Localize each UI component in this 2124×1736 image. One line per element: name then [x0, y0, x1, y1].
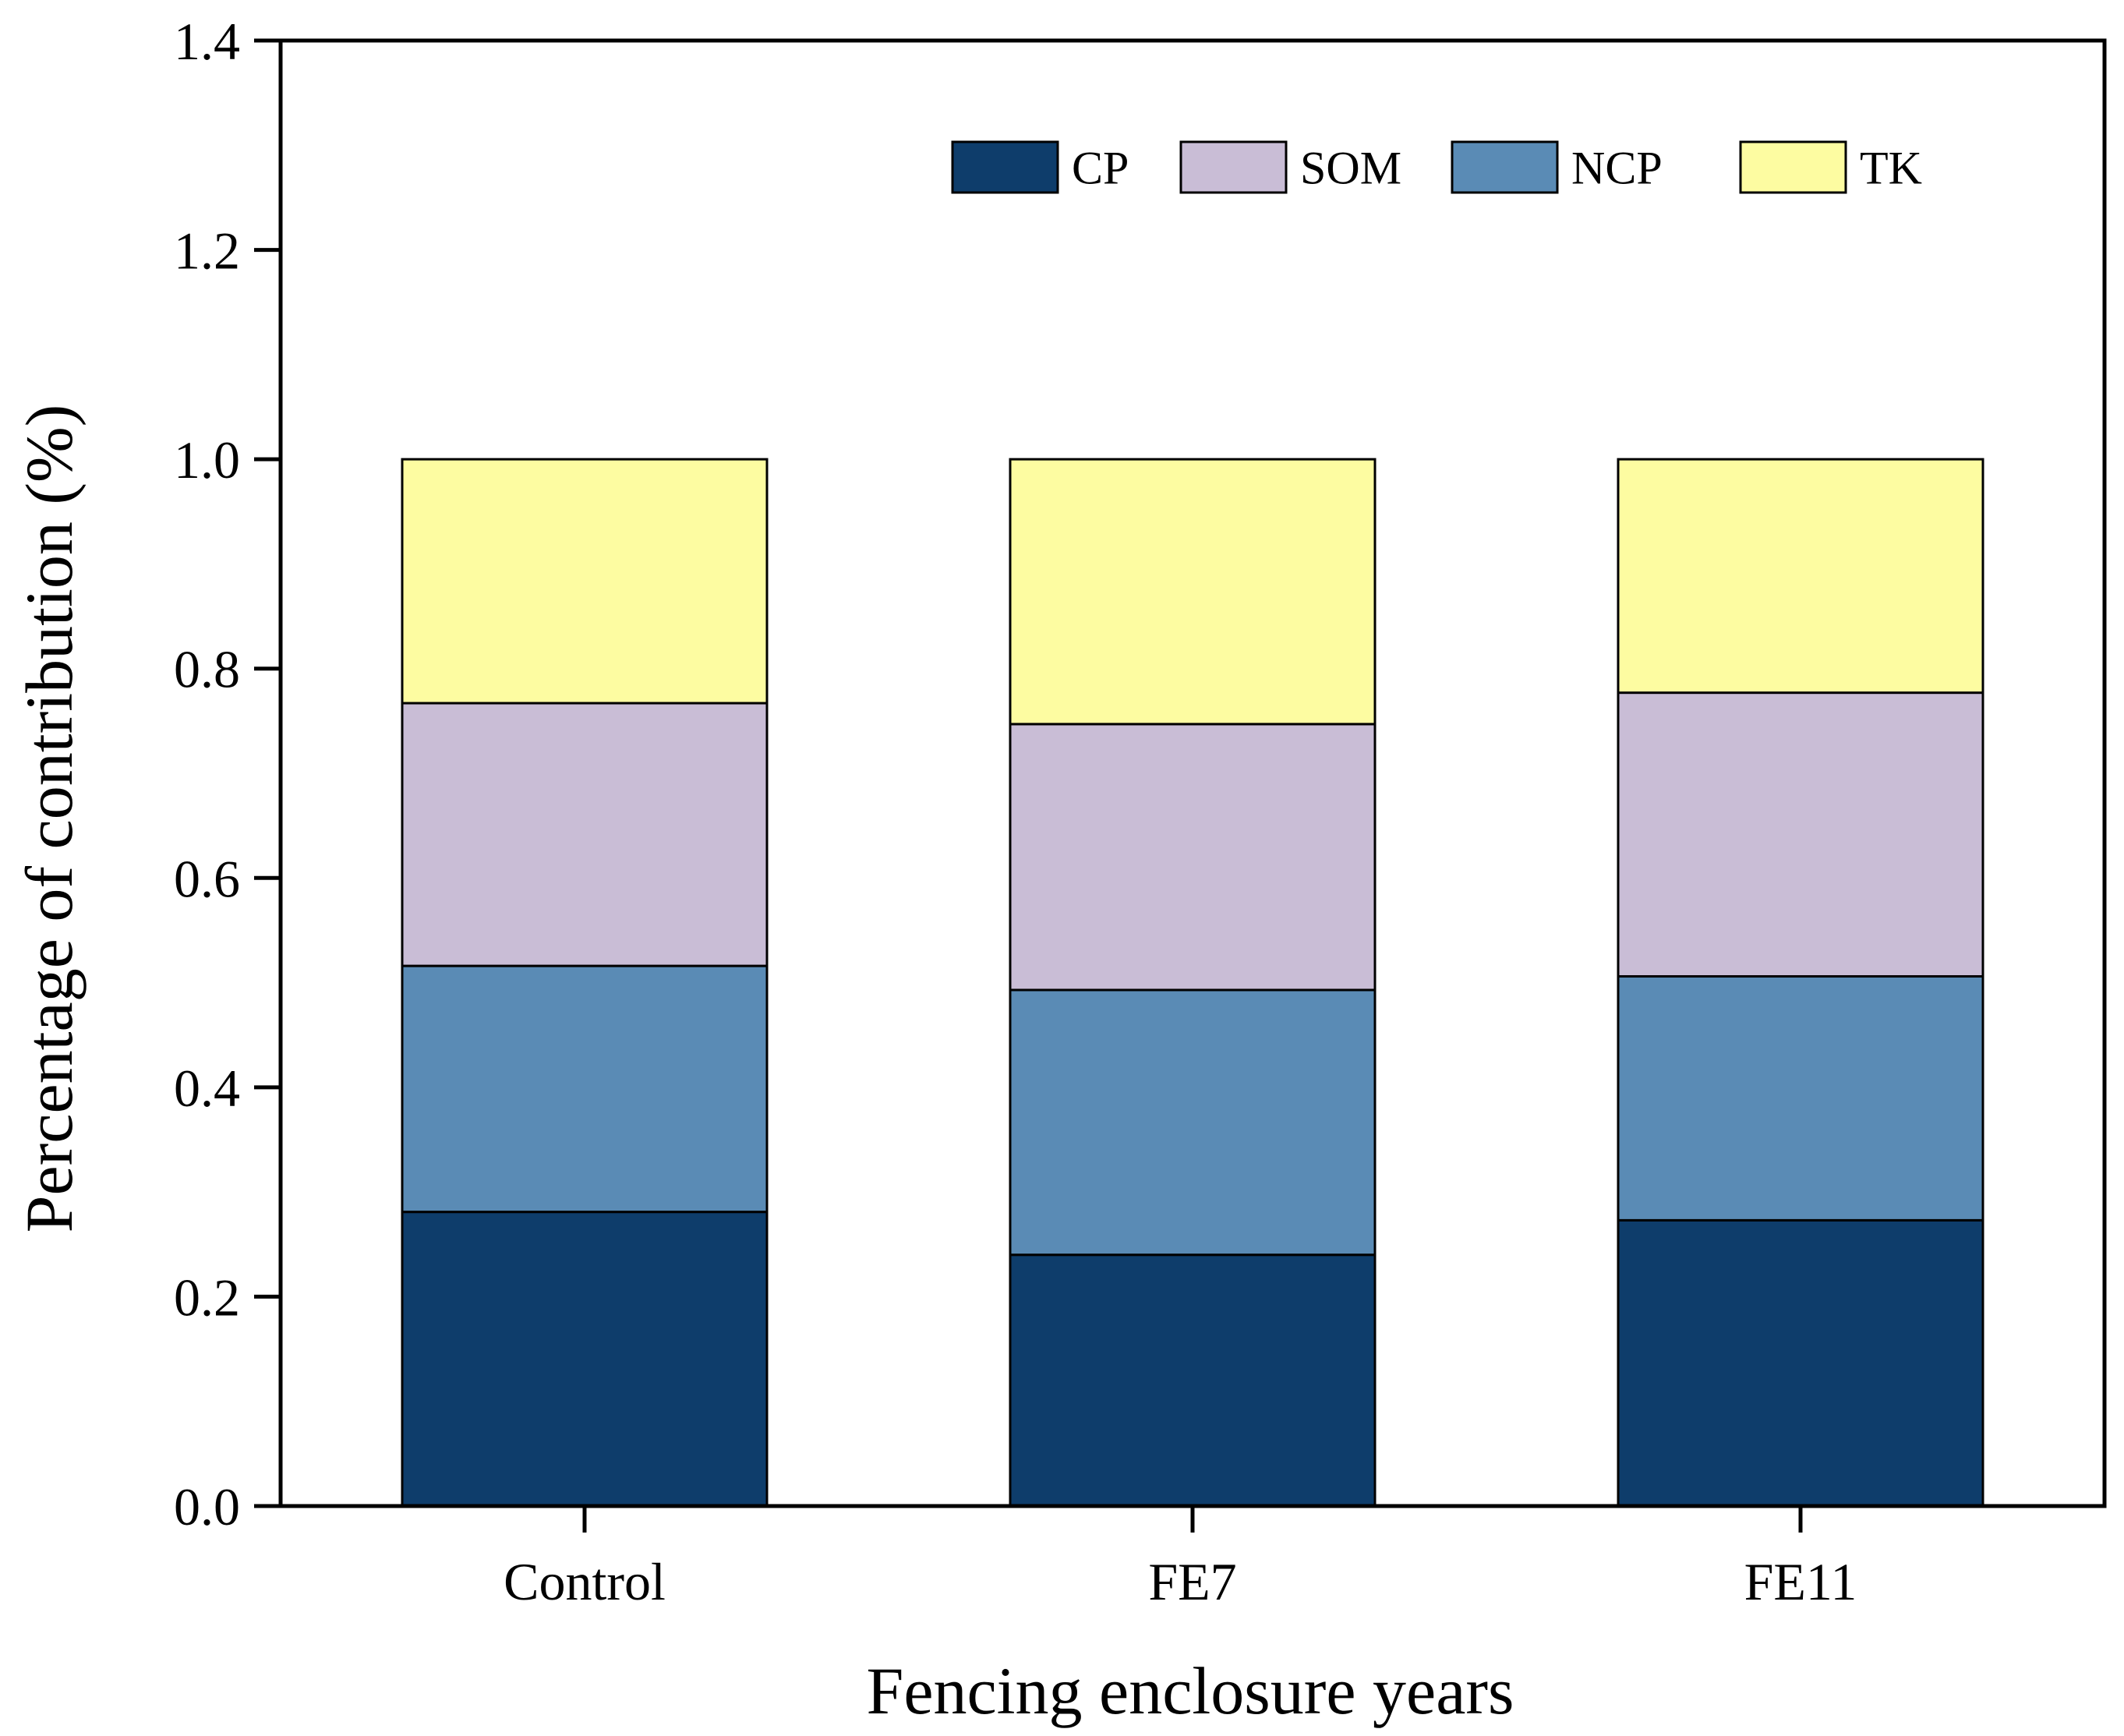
y-tick-label-1.4: 1.4 [174, 12, 240, 71]
bar-fe7-tk [1009, 458, 1377, 726]
y-tick-label-1.0: 1.0 [174, 430, 240, 490]
y-axis-title: Percentage of contribution (%) [12, 405, 87, 1233]
bar-control-som [401, 702, 769, 967]
bar-fe7-ncp [1009, 988, 1377, 1257]
legend-swatch-som [1179, 140, 1288, 194]
bar-fe11-som [1617, 691, 1984, 978]
bars-group [401, 458, 1984, 1508]
legend: CP SOM NCP TK [951, 140, 1922, 194]
y-tick-label-0.0: 0.0 [174, 1477, 240, 1536]
legend-label-ncp: NCP [1571, 143, 1663, 194]
x-axis-title: Fencing enclosure years [866, 1653, 1514, 1728]
bar-fe11-ncp [1617, 975, 1984, 1222]
legend-label-tk: TK [1860, 143, 1922, 194]
bar-fe7-cp [1009, 1253, 1377, 1508]
y-tick-label-0.6: 0.6 [174, 849, 240, 908]
plot-frame [278, 38, 2107, 1508]
x-tick-label-fe7: FE7 [1148, 1552, 1236, 1611]
bar-fe11-tk [1617, 458, 1984, 695]
legend-label-som: SOM [1300, 143, 1401, 194]
axes-group: Control FE7 FE11 0.0 0.2 0.4 0.6 0.8 1.0 1.2 1.4 [174, 12, 2107, 1611]
bar-fe7-som [1009, 723, 1377, 992]
bar-control-ncp [401, 964, 769, 1214]
legend-swatch-ncp [1451, 140, 1559, 194]
bar-control-cp [401, 1211, 769, 1508]
x-tick-label-fe11: FE11 [1744, 1552, 1857, 1611]
legend-swatch-cp [951, 140, 1059, 194]
y-tick-label-0.8: 0.8 [174, 640, 240, 699]
y-tick-label-1.2: 1.2 [174, 221, 240, 281]
bar-control-tk [401, 458, 769, 705]
legend-label-cp: CP [1072, 143, 1129, 194]
legend-swatch-tk [1739, 140, 1847, 194]
y-tick-label-0.2: 0.2 [174, 1268, 240, 1327]
y-tick-label-0.4: 0.4 [174, 1059, 240, 1118]
bar-fe11-cp [1617, 1218, 1984, 1508]
x-tick-label-control: Control [504, 1552, 666, 1611]
